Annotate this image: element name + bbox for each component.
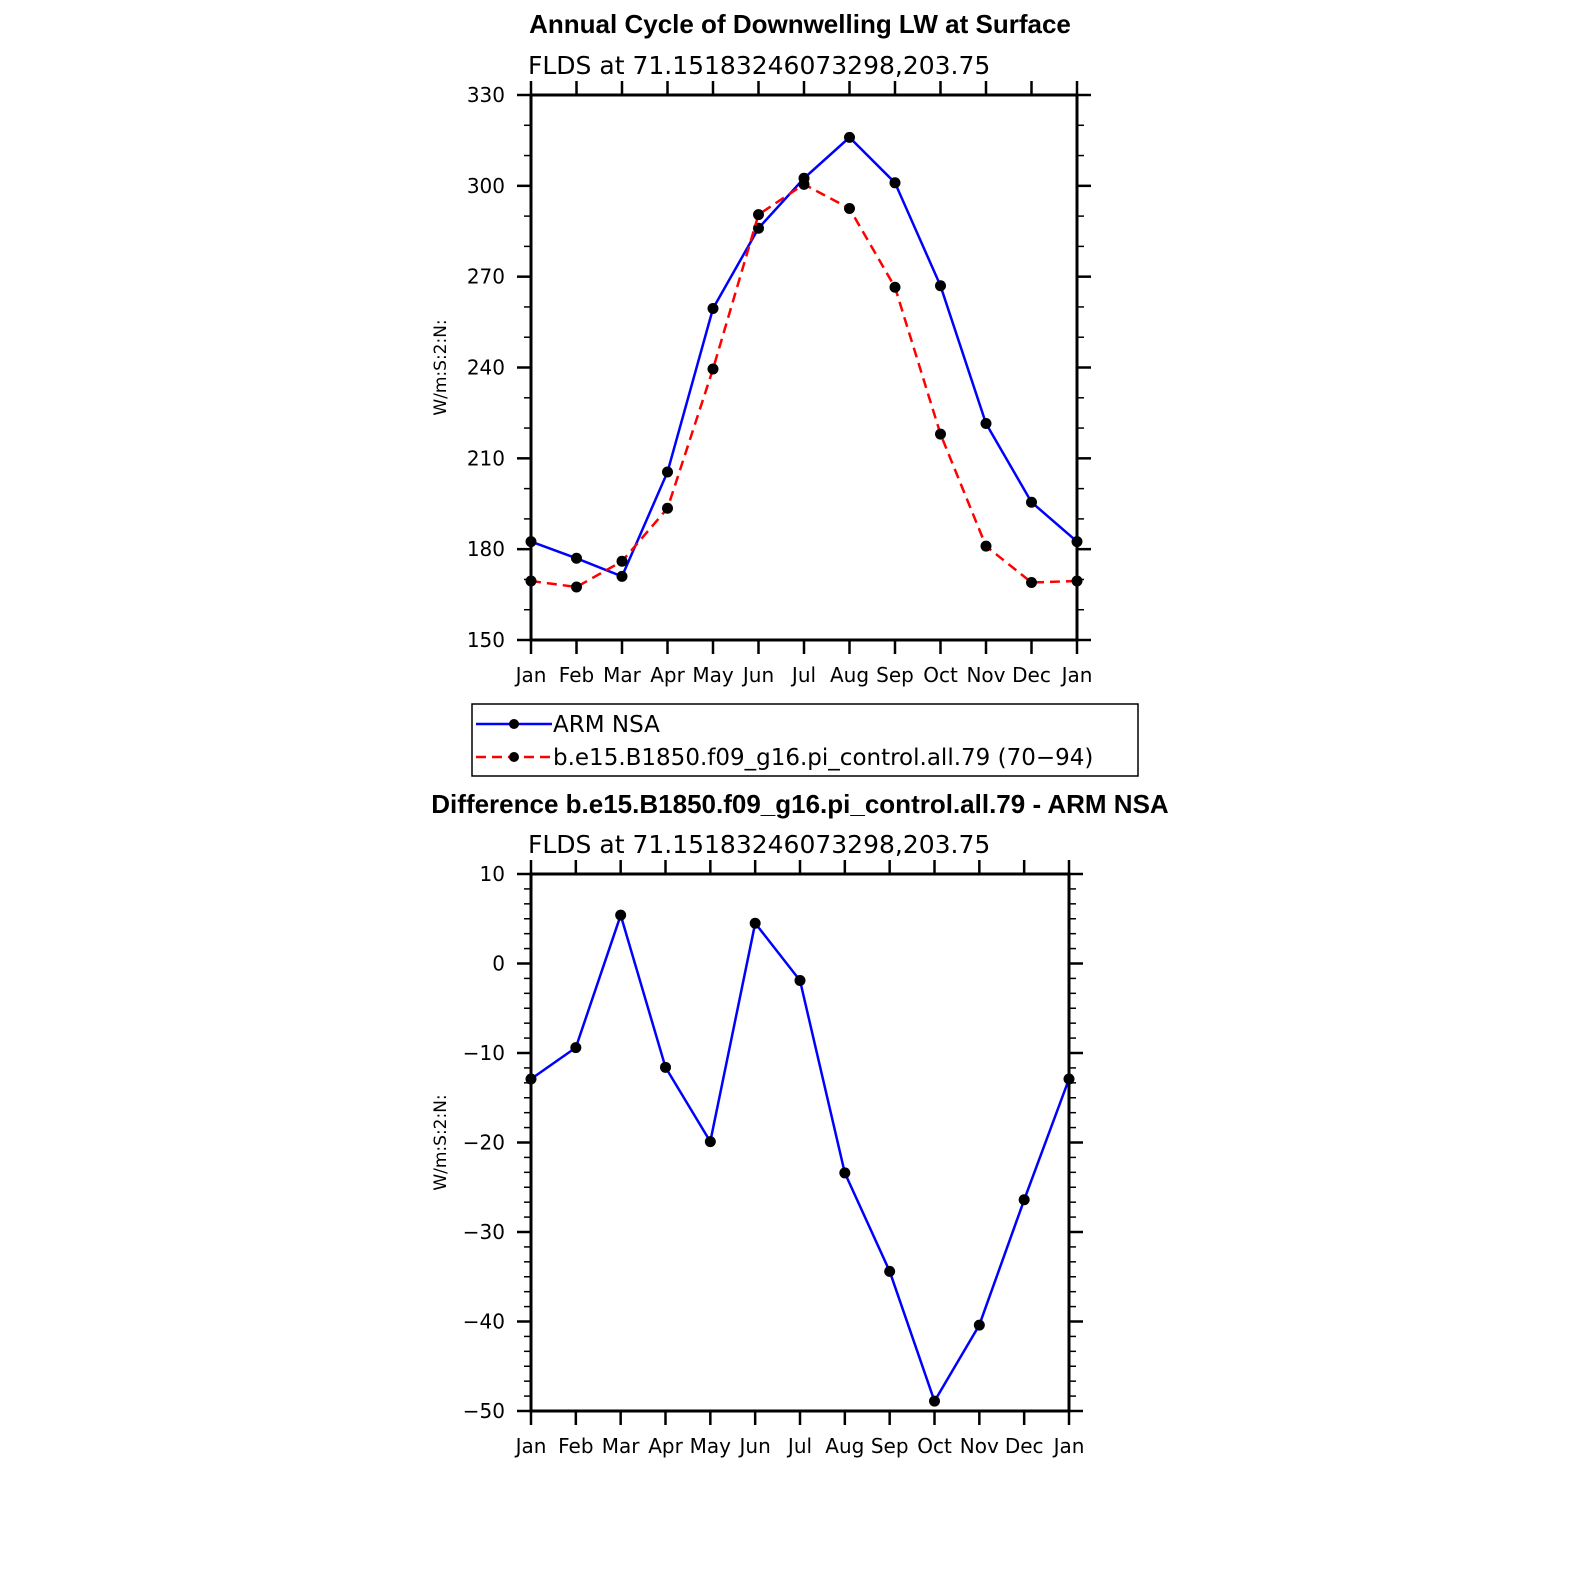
y-tick-label: 0 — [492, 952, 505, 976]
x-tick-label: Jan — [514, 1434, 547, 1458]
x-tick-label: Sep — [871, 1434, 909, 1458]
y-tick-label: −10 — [463, 1041, 505, 1065]
y-tick-label: 270 — [467, 265, 505, 289]
series-group — [525, 131, 1083, 593]
legend-label-arm-nsa: ARM NSA — [553, 712, 660, 738]
x-tick-label: Feb — [558, 1434, 593, 1458]
data-point — [889, 177, 901, 189]
data-point — [662, 502, 673, 514]
y-tick-label: 180 — [467, 537, 505, 561]
axis-ticks — [517, 860, 1083, 1425]
y-tick-label: 240 — [467, 356, 505, 380]
x-tick-label: Jan — [514, 663, 547, 687]
y-tick-label: 10 — [480, 862, 505, 886]
x-tick-label: Aug — [825, 1434, 864, 1458]
x-tick-labels: Jan Feb Mar Apr May Jun Jul Aug Sep Oct Nov Dec Jan — [514, 663, 1093, 687]
data-point — [1026, 496, 1037, 508]
chart-title: Annual Cycle of Downwelling LW at Surfac… — [529, 9, 1071, 39]
data-point — [615, 909, 627, 921]
y-tick-labels: 150 180 210 240 270 300 330 — [467, 83, 505, 652]
data-point — [844, 131, 855, 143]
chart-subtitle: FLDS at 71.15183246073298,203.75 — [528, 830, 990, 859]
x-tick-labels: Jan Feb Mar Apr May Jun Jul Aug Sep Oct Nov Dec Jan — [514, 1434, 1085, 1458]
annual-cycle-chart: Annual Cycle of Downwelling LW at Surfac… — [431, 9, 1139, 777]
series-line-1 — [530, 182, 1078, 589]
x-tick-label: Aug — [830, 663, 869, 687]
x-tick-label: Mar — [602, 1434, 641, 1458]
y-tick-label: 210 — [467, 446, 505, 470]
x-tick-label: Mar — [603, 663, 642, 687]
data-point — [980, 418, 992, 430]
y-tick-label: 300 — [467, 174, 505, 198]
legend-label-model: b.e15.B1850.f09_g16.pi_control.all.79 (7… — [553, 745, 1093, 771]
data-point — [571, 552, 582, 564]
data-point — [707, 363, 719, 375]
data-point — [571, 581, 582, 593]
x-tick-label: Nov — [966, 663, 1005, 687]
data-point — [884, 1265, 896, 1277]
x-tick-label: Sep — [876, 663, 914, 687]
x-tick-label: Dec — [1012, 663, 1051, 687]
data-point — [616, 555, 628, 567]
data-point — [935, 280, 946, 292]
data-point — [935, 428, 946, 440]
legend-box — [471, 703, 1139, 777]
x-tick-label: Jun — [738, 1434, 771, 1458]
x-tick-label: May — [692, 663, 734, 687]
legend-marker-model — [509, 752, 519, 762]
y-tick-label: −30 — [463, 1220, 505, 1244]
y-axis-label: W/m:S:2:N: — [431, 1094, 451, 1190]
chart-title: Difference b.e15.B1850.f09_g16.pi_contro… — [431, 789, 1169, 819]
x-tick-label: Nov — [960, 1434, 999, 1458]
series-line-0 — [530, 135, 1078, 579]
data-point — [929, 1395, 940, 1407]
data-point — [980, 540, 992, 552]
chart-subtitle: FLDS at 71.15183246073298,203.75 — [528, 51, 990, 80]
x-tick-label: Jan — [1052, 1434, 1085, 1458]
y-tick-label: 330 — [467, 83, 505, 107]
data-point — [839, 1167, 851, 1179]
plot-frame — [529, 872, 1071, 1413]
data-point — [704, 1136, 716, 1148]
data-point — [707, 302, 719, 314]
y-tick-labels: −50 −40 −30 −20 −10 0 10 — [463, 862, 505, 1423]
data-point — [1018, 1194, 1030, 1206]
data-point — [662, 466, 673, 478]
x-tick-label: Dec — [1005, 1434, 1044, 1458]
x-tick-label: Jun — [741, 663, 774, 687]
x-tick-label: Oct — [923, 663, 958, 687]
y-tick-label: −50 — [463, 1399, 505, 1423]
y-tick-label: −20 — [463, 1131, 505, 1155]
data-point — [798, 178, 810, 190]
data-point — [889, 281, 901, 293]
x-tick-label: Feb — [559, 663, 594, 687]
data-point — [570, 1042, 582, 1054]
y-tick-label: 150 — [467, 628, 505, 652]
data-point — [794, 975, 806, 987]
data-point — [844, 203, 855, 215]
data-point — [973, 1319, 985, 1331]
y-axis-label: W/m:S:2:N: — [431, 319, 451, 415]
data-point — [749, 917, 761, 929]
series-line-0 — [530, 911, 1071, 1405]
series-group — [525, 909, 1075, 1407]
data-point — [660, 1061, 671, 1073]
data-point — [616, 570, 628, 582]
x-tick-label: May — [690, 1434, 732, 1458]
legend: ARM NSA b.e15.B1850.f09_g16.pi_control.a… — [471, 703, 1139, 777]
difference-chart: Difference b.e15.B1850.f09_g16.pi_contro… — [431, 789, 1169, 1458]
x-tick-label: Jan — [1060, 663, 1093, 687]
x-tick-label: Jul — [786, 1434, 812, 1458]
data-point — [1026, 576, 1037, 588]
y-tick-label: −40 — [463, 1310, 505, 1334]
x-tick-label: Apr — [650, 663, 685, 687]
x-tick-label: Jul — [790, 663, 816, 687]
plot-frame — [529, 93, 1079, 642]
x-tick-label: Oct — [917, 1434, 952, 1458]
x-tick-label: Apr — [648, 1434, 683, 1458]
data-point — [753, 209, 764, 221]
legend-marker-arm-nsa — [509, 719, 519, 729]
